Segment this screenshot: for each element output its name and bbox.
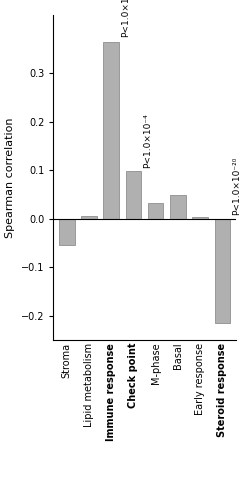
Text: P<1.0×10⁻⁶⁰: P<1.0×10⁻⁶⁰	[121, 0, 130, 37]
Bar	[81, 216, 97, 218]
Bar	[170, 196, 186, 218]
Text: P<1.0×10⁻⁴: P<1.0×10⁻⁴	[143, 113, 152, 168]
Bar	[59, 218, 75, 246]
Bar	[126, 171, 141, 218]
Bar	[215, 218, 230, 323]
Bar	[104, 42, 119, 218]
Bar	[148, 202, 164, 218]
Y-axis label: Spearman correlation: Spearman correlation	[5, 117, 15, 238]
Text: P<1.0×10⁻²⁰: P<1.0×10⁻²⁰	[232, 156, 241, 215]
